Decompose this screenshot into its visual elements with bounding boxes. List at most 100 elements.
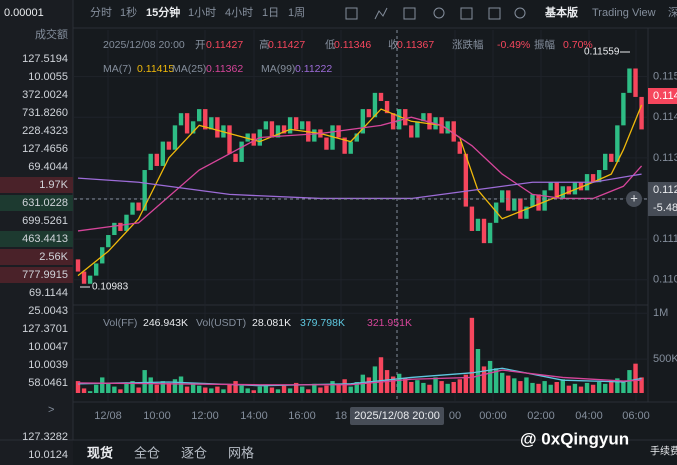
volume-bar xyxy=(445,383,450,393)
candle xyxy=(124,214,129,231)
icon[interactable] xyxy=(403,7,416,20)
candle xyxy=(445,121,450,134)
sidebar-row: 69.4044 xyxy=(28,161,68,173)
toolbar-icons[interactable] xyxy=(345,7,526,20)
candle xyxy=(566,186,572,195)
ma-line xyxy=(77,116,643,232)
info-item: 高 xyxy=(259,38,270,51)
depth-bar xyxy=(0,195,73,211)
y-tick-label: 1M xyxy=(653,307,668,319)
sidebar-row: 731.8260 xyxy=(22,107,68,119)
depth-bar xyxy=(0,267,73,283)
view-tab[interactable]: 深 xyxy=(668,6,677,19)
candle xyxy=(542,190,547,211)
view-tab[interactable]: Trading View xyxy=(592,7,656,19)
candle xyxy=(142,170,147,211)
view-tab[interactable]: 基本版 xyxy=(544,5,578,19)
volume-bar xyxy=(475,349,481,393)
icon[interactable] xyxy=(514,7,526,19)
volume-bar xyxy=(227,383,232,393)
sidebar-unit[interactable]: 0.00001 xyxy=(4,7,44,19)
interval-tab[interactable]: 1周 xyxy=(288,6,305,19)
x-tick-label: 04:00 xyxy=(575,410,603,422)
interval-tab[interactable]: 1小时 xyxy=(188,6,216,19)
candle xyxy=(312,129,317,142)
candle xyxy=(178,113,184,126)
volume-bar xyxy=(378,357,384,393)
candle xyxy=(481,218,487,244)
volume-bar xyxy=(281,385,287,393)
icon[interactable] xyxy=(460,7,473,20)
ma-legend-value: 0.11415 xyxy=(137,63,174,75)
volume-bar xyxy=(560,379,565,393)
depth-bar xyxy=(0,231,73,247)
candle xyxy=(415,121,420,138)
volume-bar xyxy=(621,381,626,393)
interval-tab[interactable]: 1日 xyxy=(262,7,279,19)
icon[interactable] xyxy=(374,7,388,20)
candle xyxy=(233,153,238,162)
volume-bar xyxy=(215,386,220,393)
candle xyxy=(166,141,172,150)
candle xyxy=(427,113,432,130)
volume-bar xyxy=(572,383,578,393)
volume-ma-legend: 321.951K xyxy=(367,317,412,329)
volume-bar xyxy=(554,382,559,393)
icon[interactable] xyxy=(488,7,501,20)
volume-bar xyxy=(233,381,238,393)
interval-tab[interactable]: 4小时 xyxy=(225,6,253,19)
candle xyxy=(93,263,99,276)
candle xyxy=(530,194,535,207)
cross-tag xyxy=(648,182,677,216)
ma-line xyxy=(77,173,642,200)
volume-bar xyxy=(506,375,511,393)
volume-bar xyxy=(263,384,269,393)
candle xyxy=(81,271,87,284)
bottom-tab[interactable]: 网格 xyxy=(228,445,254,460)
volume-bar xyxy=(318,387,323,393)
candle xyxy=(506,190,511,211)
volume-bar xyxy=(639,377,644,393)
sidebar-row: 25.0043 xyxy=(28,305,68,317)
sidebar-row: 127.3701 xyxy=(22,323,68,335)
y-tick-label: 0.114 xyxy=(653,111,677,123)
interval-tab[interactable]: 15分钟 xyxy=(146,5,180,19)
sidebar-row: 777.9915 xyxy=(22,269,68,281)
volume-bar xyxy=(439,381,444,393)
x-tick-label: 12/08 xyxy=(94,410,122,422)
interval-tab[interactable]: 分时 xyxy=(90,6,112,19)
ma-line xyxy=(77,104,643,277)
interval-tab[interactable]: 1秒 xyxy=(120,5,137,19)
ma-legend-value: 0.11362 xyxy=(206,63,243,75)
volume-bar xyxy=(348,386,353,393)
x-tick-label: 00:00 xyxy=(479,410,507,422)
bottom-tab[interactable]: 全仓 xyxy=(134,445,160,460)
volume-bar xyxy=(518,381,523,393)
bottom-tab[interactable]: 现货 xyxy=(87,445,113,460)
candle xyxy=(287,117,293,134)
sidebar-more[interactable]: > xyxy=(48,404,54,416)
volume-bar xyxy=(184,386,190,393)
volume-bar xyxy=(396,373,402,393)
volume-bar xyxy=(421,382,426,393)
info-item: 涨跌幅 xyxy=(452,38,484,51)
info-item: 0.70% xyxy=(563,39,593,51)
candle xyxy=(118,222,123,231)
add-icon[interactable]: + xyxy=(630,190,638,205)
volume-bar xyxy=(342,379,347,393)
volume-bar xyxy=(615,378,620,393)
candle xyxy=(572,182,578,195)
icon[interactable] xyxy=(345,7,358,20)
add-button[interactable] xyxy=(626,191,642,207)
volume-bar xyxy=(372,366,378,393)
candle xyxy=(639,96,644,130)
volume-bar xyxy=(106,382,111,393)
candle xyxy=(596,170,602,183)
bottom-tab[interactable]: 逐仓 xyxy=(181,445,207,460)
candle xyxy=(403,109,408,126)
candle xyxy=(354,133,359,142)
volume-bar xyxy=(603,383,608,393)
volume-bar xyxy=(584,382,590,393)
icon[interactable] xyxy=(433,7,445,19)
candle xyxy=(384,100,390,114)
